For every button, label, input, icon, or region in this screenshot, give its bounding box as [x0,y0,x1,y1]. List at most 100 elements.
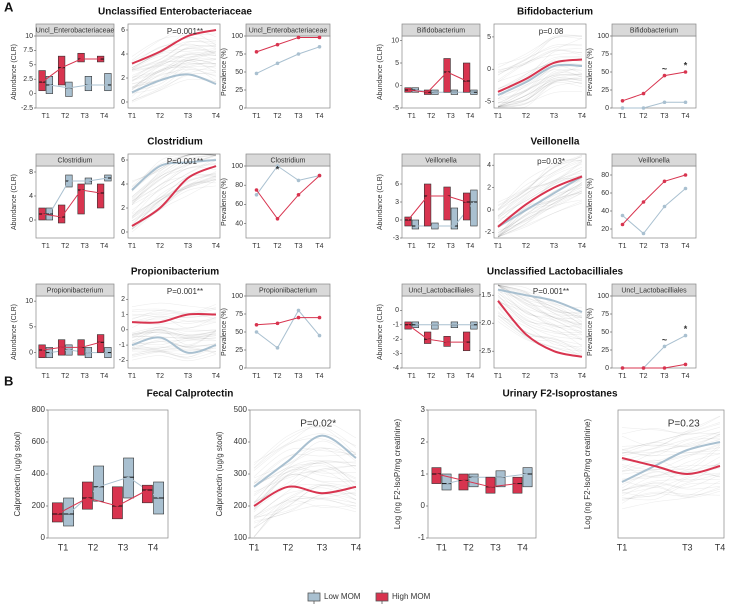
strip-label: Uncl_Lactobacilliales [621,287,687,294]
background-trajectory [497,177,583,236]
box [404,321,412,330]
point [275,61,280,66]
background-trajectory [131,72,217,101]
x-tick-label: T3 [550,373,558,380]
box [468,473,479,488]
background-trajectory [497,163,583,217]
background-trajectory [497,73,583,104]
plot-background [128,154,220,238]
plot-frame [493,283,587,369]
prevalence-line [622,71,686,102]
background-trajectory [253,465,357,505]
point [662,204,667,209]
x-tick-label: T2 [61,243,69,250]
section-title: Veillonella [531,137,580,148]
x-tick-label: T1 [128,243,136,250]
background-trajectory [253,491,357,520]
background-trajectory [497,169,583,218]
x-tick-label: T2 [639,373,647,380]
x-tick-label: T4 [517,542,528,552]
y-tick-label: -5 [393,105,399,112]
x-tick-label: T2 [427,373,435,380]
background-trajectory [621,434,721,452]
background-trajectory [131,44,217,66]
background-trajectory [621,469,721,494]
background-trajectory [131,33,217,57]
background-trajectory [131,154,217,197]
background-trajectory [497,34,583,73]
background-trajectory [621,445,721,471]
x-tick-label: T3 [660,373,668,380]
annotation: P=0.001** [167,157,203,166]
background-trajectory [253,494,357,522]
point [296,193,301,197]
median-line [407,195,467,221]
background-trajectory [497,55,583,90]
x-tick-label: T3 [81,113,89,120]
box [411,219,420,230]
box [65,81,73,97]
background-trajectory [497,285,583,333]
box [104,73,112,92]
background-trajectory [497,297,583,332]
y-axis-label: Prevalence (%) [221,308,228,356]
background-trajectory [131,153,217,192]
y-axis-label: Log (ng F2-IsoP/mg creatinine) [583,419,592,530]
median-line [42,341,101,351]
plot-frame [611,165,697,239]
background-trajectory [131,163,217,202]
y-tick-label: 100 [231,163,243,170]
point [317,45,322,49]
strip-label: Propionibacterium [47,287,104,294]
box [462,192,471,221]
background-trajectory [131,321,217,335]
background-trajectory [497,306,583,358]
background-trajectory [497,78,583,108]
background-trajectory [497,305,583,340]
prevalence-line [256,165,320,196]
section-title: Propionibacterium [131,267,219,278]
background-trajectory [131,154,217,200]
section-title: Unclassified Enterobacteriaceae [98,7,252,18]
x-tick-label: T3 [490,542,501,552]
background-trajectory [131,53,217,81]
point [641,366,646,370]
point [254,330,259,334]
y-tick-label: 400 [234,437,248,446]
median-line [57,489,148,515]
background-trajectory [131,335,217,338]
legend-label: High MOM [392,592,431,601]
background-trajectory [253,492,357,518]
y-tick-label: 800 [32,405,46,414]
y-axis-label: Abundance (CLR) [11,174,18,230]
strip [35,283,115,297]
y-axis-label: Calprotectin (ug/g stool) [13,431,22,516]
box [450,207,459,230]
background-trajectory [131,58,217,78]
background-trajectory [497,182,583,238]
background-trajectory [253,461,357,484]
background-trajectory [497,162,583,217]
background-trajectory [131,154,217,192]
y-tick-label: 3 [421,405,426,414]
background-trajectory [497,192,583,238]
background-trajectory [253,440,357,487]
trajectory-line [253,485,357,507]
trajectory-line [497,175,583,228]
trajectory-line [621,457,721,476]
point [296,178,301,183]
box [38,344,46,359]
y-tick-label: -1 [119,342,125,349]
background-trajectory [131,59,217,89]
background-trajectory [131,44,217,70]
x-tick-label: T1 [128,113,136,120]
background-trajectory [497,307,583,352]
box [458,473,469,491]
background-trajectory [497,52,583,81]
strip [401,283,481,297]
background-trajectory [497,190,583,237]
background-trajectory [253,473,357,513]
y-tick-label: 10 [391,37,399,44]
background-trajectory [131,154,217,199]
background-trajectory [131,154,217,198]
